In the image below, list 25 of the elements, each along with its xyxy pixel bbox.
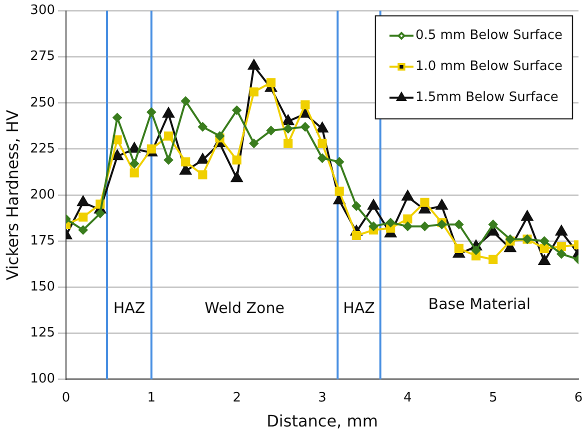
- x-tick-label: 6: [574, 390, 583, 406]
- y-tick-label: 225: [30, 141, 56, 156]
- y-tick-label: 100: [30, 372, 56, 387]
- x-tick-label: 3: [318, 390, 326, 406]
- y-axis-title: Vickers Hardness, HV: [2, 110, 22, 280]
- y-tick-label: 250: [30, 95, 56, 110]
- legend-label: 1.0 mm Below Surface: [415, 59, 563, 74]
- x-tick-label: 4: [404, 390, 412, 406]
- annotation: Weld Zone: [204, 299, 284, 318]
- x-axis-title: Distance, mm: [266, 412, 378, 431]
- y-tick-label: 150: [30, 279, 56, 294]
- x-tick-label: 1: [147, 390, 156, 406]
- y-tick-label: 175: [30, 233, 56, 248]
- x-tick-label: 0: [62, 390, 70, 406]
- legend-label: 1.5mm Below Surface: [415, 90, 558, 106]
- y-tick-label: 125: [30, 326, 56, 341]
- annotation: HAZ: [113, 299, 146, 318]
- y-tick-label: 275: [30, 49, 56, 64]
- annotation: Base Material: [428, 295, 531, 314]
- annotation: HAZ: [343, 299, 375, 318]
- y-tick-label: 200: [30, 187, 56, 202]
- x-tick-label: 2: [232, 390, 241, 406]
- legend-label: 0.5 mm Below Surface: [415, 28, 563, 44]
- x-tick-label: 5: [488, 390, 498, 406]
- y-tick-label: 300: [30, 3, 56, 18]
